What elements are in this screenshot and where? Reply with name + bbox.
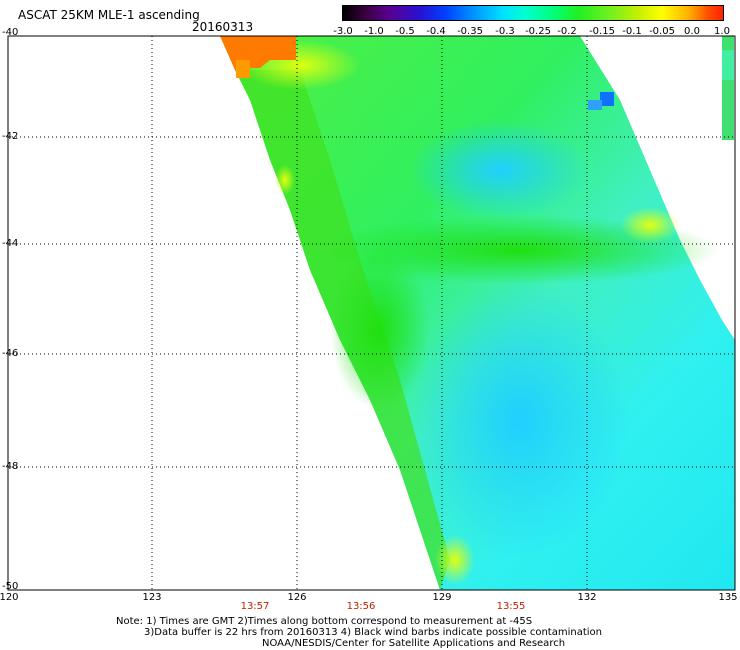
lon-label: 129 bbox=[432, 592, 452, 603]
lat-label: -50 bbox=[2, 581, 19, 592]
colorbar-tick: 1.0 bbox=[714, 26, 730, 37]
colorbar-tick: -0.1 bbox=[622, 26, 642, 37]
map-frame bbox=[7, 35, 736, 591]
pass-time-label: 13:57 bbox=[240, 601, 270, 612]
colorbar-tick: -0.5 bbox=[395, 26, 415, 37]
lat-label: -40 bbox=[2, 27, 19, 38]
lon-label: 132 bbox=[577, 592, 597, 603]
lat-label: -44 bbox=[2, 238, 19, 249]
colorbar-tick: -0.4 bbox=[426, 26, 446, 37]
colorbar-tick: -0.05 bbox=[649, 26, 675, 37]
lon-label: 120 bbox=[0, 592, 19, 603]
product-title: ASCAT 25KM MLE-1 ascending bbox=[18, 8, 200, 22]
footnote-line: 3)Data buffer is 22 hrs from 20160313 4)… bbox=[144, 627, 602, 638]
colorbar-tick: -0.25 bbox=[525, 26, 551, 37]
colorbar-tick: -0.2 bbox=[557, 26, 577, 37]
pass-time-label: 13:56 bbox=[346, 601, 376, 612]
colorbar bbox=[342, 5, 724, 21]
colorbar-tick: -0.3 bbox=[495, 26, 515, 37]
colorbar-tick: -3.0 bbox=[333, 26, 353, 37]
yellow-patch bbox=[620, 207, 680, 243]
yellow-patch bbox=[435, 535, 475, 585]
green-band bbox=[330, 250, 430, 410]
colorbar-tick: -0.15 bbox=[589, 26, 615, 37]
yellow-patch bbox=[275, 165, 295, 195]
blue-patch bbox=[600, 92, 614, 106]
right-edge-strip bbox=[722, 50, 734, 80]
footnote-line: NOAA/NESDIS/Center for Satellite Applica… bbox=[262, 638, 566, 649]
colorbar-tick: -0.35 bbox=[457, 26, 483, 37]
colorbar-tick: 0.0 bbox=[684, 26, 700, 37]
lon-label: 135 bbox=[718, 592, 738, 603]
footnote-line: Note: 1) Times are GMT 2)Times along bot… bbox=[116, 616, 533, 627]
cyan-region bbox=[410, 120, 590, 220]
lat-label: -46 bbox=[2, 348, 19, 359]
lat-label: -42 bbox=[2, 131, 19, 142]
colorbar-tick: -1.0 bbox=[364, 26, 384, 37]
product-date: 20160313 bbox=[192, 20, 254, 34]
lat-label: -48 bbox=[2, 461, 19, 472]
lon-label: 123 bbox=[142, 592, 162, 603]
orange-patch bbox=[236, 60, 250, 78]
lon-label: 126 bbox=[287, 592, 307, 603]
cyan-region bbox=[410, 280, 630, 560]
blue-patch bbox=[588, 100, 602, 110]
graticule bbox=[8, 36, 735, 590]
pass-time-label: 13:55 bbox=[496, 601, 526, 612]
green-band bbox=[320, 215, 720, 285]
